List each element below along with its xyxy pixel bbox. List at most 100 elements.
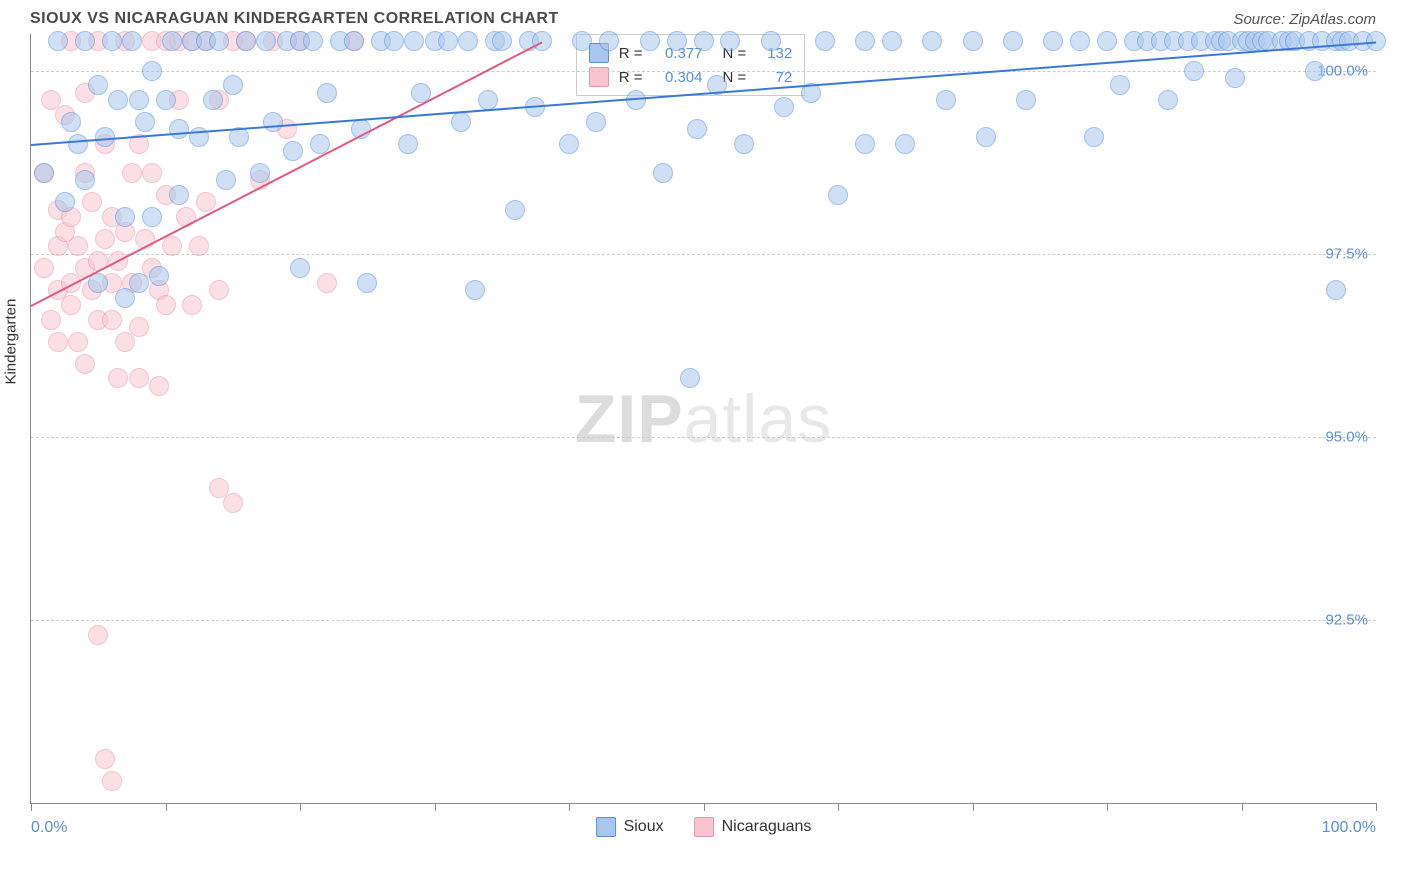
scatter-point-nicaraguans: [102, 310, 122, 330]
scatter-point-sioux: [344, 31, 364, 51]
x-tick: [300, 803, 301, 811]
scatter-point-sioux: [1110, 75, 1130, 95]
scatter-point-sioux: [250, 163, 270, 183]
scatter-point-sioux: [895, 134, 915, 154]
scatter-point-sioux: [169, 185, 189, 205]
x-axis-min-label: 0.0%: [31, 819, 67, 837]
scatter-point-nicaraguans: [68, 332, 88, 352]
scatter-point-sioux: [68, 134, 88, 154]
r-label: R =: [619, 45, 643, 62]
scatter-point-sioux: [680, 368, 700, 388]
scatter-point-sioux: [203, 90, 223, 110]
scatter-point-sioux: [263, 112, 283, 132]
scatter-point-nicaraguans: [129, 317, 149, 337]
scatter-point-nicaraguans: [41, 310, 61, 330]
scatter-point-sioux: [357, 273, 377, 293]
stats-row: R =0.304N =72: [589, 65, 793, 89]
scatter-point-sioux: [290, 258, 310, 278]
x-tick: [1376, 803, 1377, 811]
scatter-point-sioux: [1097, 31, 1117, 51]
scatter-point-sioux: [129, 273, 149, 293]
scatter-point-sioux: [216, 170, 236, 190]
scatter-point-sioux: [465, 280, 485, 300]
scatter-point-sioux: [1043, 31, 1063, 51]
scatter-point-sioux: [936, 90, 956, 110]
scatter-point-sioux: [451, 112, 471, 132]
scatter-point-sioux: [855, 134, 875, 154]
scatter-point-sioux: [1326, 280, 1346, 300]
scatter-point-sioux: [478, 90, 498, 110]
scatter-point-sioux: [142, 61, 162, 81]
scatter-point-sioux: [559, 134, 579, 154]
scatter-point-sioux: [283, 141, 303, 161]
legend-label: Nicaraguans: [722, 818, 812, 836]
scatter-point-sioux: [667, 31, 687, 51]
scatter-point-sioux: [189, 127, 209, 147]
chart-source: Source: ZipAtlas.com: [1233, 11, 1376, 28]
scatter-point-sioux: [640, 31, 660, 51]
scatter-point-sioux: [384, 31, 404, 51]
scatter-point-sioux: [223, 75, 243, 95]
series-swatch: [596, 817, 616, 837]
gridline: [31, 71, 1376, 72]
legend-item: Sioux: [596, 817, 664, 837]
scatter-point-sioux: [156, 90, 176, 110]
x-tick: [704, 803, 705, 811]
scatter-point-nicaraguans: [149, 376, 169, 396]
x-tick: [166, 803, 167, 811]
scatter-point-sioux: [828, 185, 848, 205]
scatter-point-sioux: [532, 31, 552, 51]
scatter-point-sioux: [687, 119, 707, 139]
scatter-point-sioux: [256, 31, 276, 51]
y-tick-label: 97.5%: [1325, 245, 1368, 262]
scatter-chart: ZIPatlas Kindergarten 0.0% 100.0% SiouxN…: [30, 34, 1376, 804]
series-swatch: [694, 817, 714, 837]
scatter-point-sioux: [572, 31, 592, 51]
scatter-point-sioux: [48, 31, 68, 51]
scatter-point-sioux: [694, 31, 714, 51]
scatter-point-nicaraguans: [68, 236, 88, 256]
scatter-point-sioux: [653, 163, 673, 183]
scatter-point-sioux: [734, 134, 754, 154]
y-tick-label: 95.0%: [1325, 428, 1368, 445]
scatter-point-sioux: [922, 31, 942, 51]
scatter-point-sioux: [1305, 61, 1325, 81]
scatter-point-nicaraguans: [48, 332, 68, 352]
x-tick: [973, 803, 974, 811]
scatter-point-sioux: [115, 207, 135, 227]
scatter-point-sioux: [398, 134, 418, 154]
gridline: [31, 254, 1376, 255]
scatter-point-nicaraguans: [88, 625, 108, 645]
scatter-point-sioux: [855, 31, 875, 51]
x-tick: [1107, 803, 1108, 811]
scatter-point-sioux: [169, 119, 189, 139]
scatter-point-sioux: [1158, 90, 1178, 110]
scatter-point-nicaraguans: [223, 493, 243, 513]
legend-label: Sioux: [624, 818, 664, 836]
scatter-point-sioux: [404, 31, 424, 51]
scatter-point-sioux: [95, 127, 115, 147]
scatter-point-nicaraguans: [122, 163, 142, 183]
scatter-point-nicaraguans: [102, 771, 122, 791]
scatter-point-sioux: [505, 200, 525, 220]
scatter-point-sioux: [815, 31, 835, 51]
scatter-point-sioux: [599, 31, 619, 51]
scatter-point-sioux: [317, 83, 337, 103]
scatter-point-nicaraguans: [209, 280, 229, 300]
scatter-point-sioux: [761, 31, 781, 51]
legend-item: Nicaraguans: [694, 817, 812, 837]
scatter-point-sioux: [1184, 61, 1204, 81]
y-axis-title: Kindergarten: [3, 298, 20, 384]
scatter-point-nicaraguans: [129, 368, 149, 388]
x-tick: [1242, 803, 1243, 811]
scatter-point-sioux: [149, 266, 169, 286]
scatter-point-nicaraguans: [189, 236, 209, 256]
gridline: [31, 620, 1376, 621]
scatter-point-sioux: [142, 207, 162, 227]
scatter-point-nicaraguans: [75, 354, 95, 374]
scatter-point-sioux: [122, 31, 142, 51]
scatter-point-sioux: [102, 31, 122, 51]
scatter-point-sioux: [303, 31, 323, 51]
x-tick: [569, 803, 570, 811]
scatter-point-sioux: [55, 192, 75, 212]
